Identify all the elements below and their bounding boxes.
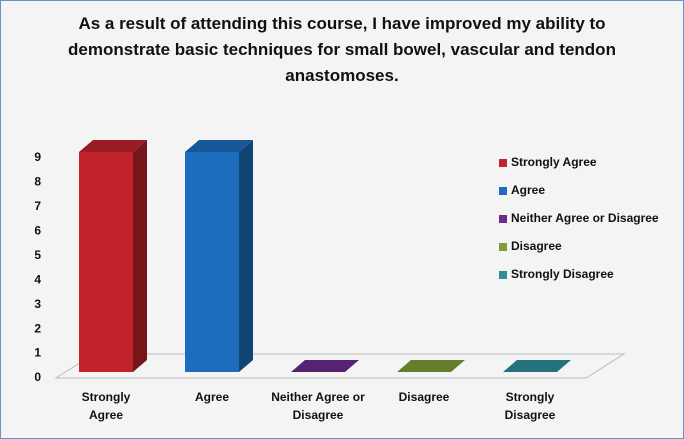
legend-swatch	[499, 187, 507, 195]
y-tick-label: 4	[34, 272, 41, 286]
bar-top	[503, 360, 571, 372]
x-tick-label: Strongly Disagree	[504, 390, 556, 422]
bar-front	[185, 152, 239, 372]
legend-label: Agree	[511, 183, 545, 197]
legend-swatch	[499, 271, 507, 279]
legend-swatch	[499, 215, 507, 223]
legend-swatch	[499, 159, 507, 167]
x-tick-label: Strongly Agree	[81, 390, 131, 422]
bar-top	[291, 360, 359, 372]
x-tick-label: Neither Agree or Disagree	[271, 390, 365, 422]
bar	[79, 140, 147, 372]
bar-top	[185, 140, 253, 152]
y-tick-label: 1	[34, 346, 41, 360]
legend-label: Strongly Agree	[511, 155, 597, 169]
y-tick-label: 6	[34, 224, 41, 238]
y-tick-label: 3	[34, 297, 41, 311]
bar	[397, 360, 465, 372]
y-tick-label: 2	[34, 321, 41, 335]
y-tick-label: 0	[34, 370, 41, 384]
legend-swatch	[499, 243, 507, 251]
bar-side	[239, 140, 253, 372]
y-tick-label: 5	[34, 248, 41, 262]
y-tick-label: 9	[34, 150, 41, 164]
bar	[291, 360, 359, 372]
legend-label: Disagree	[511, 239, 562, 253]
bar-side	[133, 140, 147, 372]
bar-top	[79, 140, 147, 152]
legend-label: Neither Agree or Disagree	[511, 211, 659, 225]
y-tick-label: 7	[34, 199, 41, 213]
bar	[503, 360, 571, 372]
x-tick-label: Disagree	[398, 390, 450, 404]
bar-front	[79, 152, 133, 372]
bar	[185, 140, 253, 372]
chart-title: As a result of attending this course, I …	[68, 14, 616, 85]
x-tick-label: Agree	[194, 390, 229, 404]
y-tick-label: 8	[34, 175, 41, 189]
legend-label: Strongly Disagree	[511, 267, 614, 281]
bar-top	[397, 360, 465, 372]
